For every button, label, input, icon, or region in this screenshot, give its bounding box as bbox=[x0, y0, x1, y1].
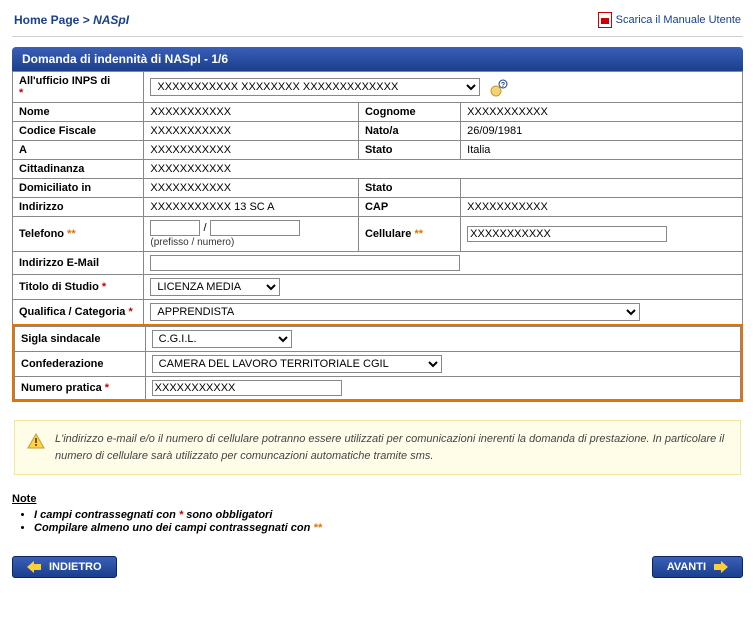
label-email: Indirizzo E-Mail bbox=[13, 252, 144, 275]
label-ufficio: All'ufficio INPS di* bbox=[13, 72, 144, 103]
breadcrumb: Home Page > NASpI bbox=[14, 13, 129, 27]
required-orange-mark: ** bbox=[67, 228, 76, 240]
help-icon[interactable]: ? bbox=[489, 77, 509, 97]
label-cellulare: Cellulare ** bbox=[358, 217, 460, 252]
manual-link-label: Scarica il Manuale Utente bbox=[616, 14, 741, 26]
label-cittadinanza: Cittadinanza bbox=[13, 160, 144, 179]
required-mark: * bbox=[128, 306, 132, 318]
value-indirizzo: XXXXXXXXXXX 13 SC A bbox=[144, 198, 359, 217]
info-box: L'indirizzo e-mail e/o il numero di cell… bbox=[14, 420, 741, 475]
confederazione-select[interactable]: CAMERA DEL LAVORO TERRITORIALE CGIL bbox=[152, 355, 442, 373]
value-cognome: XXXXXXXXXXX bbox=[461, 103, 743, 122]
required-orange-mark: ** bbox=[414, 228, 423, 240]
label-titolo-text: Titolo di Studio bbox=[19, 281, 99, 293]
label-domicilio: Domiciliato in bbox=[13, 179, 144, 198]
value-cap: XXXXXXXXXXX bbox=[461, 198, 743, 217]
value-stato: Italia bbox=[461, 141, 743, 160]
label-cognome: Cognome bbox=[358, 103, 460, 122]
required-mark: * bbox=[102, 281, 106, 293]
tel-number-input[interactable] bbox=[210, 220, 300, 236]
sigla-select[interactable]: C.G.I.L. bbox=[152, 330, 292, 348]
highlight-region: Sigla sindacale C.G.I.L. Confederazione … bbox=[12, 324, 743, 402]
note-1-post: sono obbligatori bbox=[183, 509, 272, 521]
form-table: All'ufficio INPS di* XXXXXXXXXXX XXXXXXX… bbox=[12, 71, 743, 325]
label-a: A bbox=[13, 141, 144, 160]
value-stato2 bbox=[461, 179, 743, 198]
manual-link[interactable]: Scarica il Manuale Utente bbox=[598, 12, 741, 28]
panel-title: Domanda di indennità di NASpI - 1/6 bbox=[12, 47, 743, 71]
value-domicilio: XXXXXXXXXXX bbox=[144, 179, 359, 198]
label-cellulare-text: Cellulare bbox=[365, 228, 411, 240]
qualifica-select[interactable]: APPRENDISTA bbox=[150, 303, 640, 321]
label-numero-pratica: Numero pratica * bbox=[15, 377, 146, 400]
label-nato: Nato/a bbox=[358, 122, 460, 141]
value-nome: XXXXXXXXXXX bbox=[144, 103, 359, 122]
required-mark: * bbox=[19, 87, 23, 99]
breadcrumb-home[interactable]: Home Page bbox=[14, 13, 79, 27]
back-button[interactable]: INDIETRO bbox=[12, 556, 117, 578]
required-orange-mark: ** bbox=[313, 522, 322, 534]
label-numero-pratica-text: Numero pratica bbox=[21, 382, 102, 394]
label-confederazione: Confederazione bbox=[15, 352, 146, 377]
pdf-icon bbox=[598, 12, 612, 28]
warning-icon bbox=[27, 433, 45, 449]
titolo-select[interactable]: LICENZA MEDIA bbox=[150, 278, 280, 296]
label-titolo: Titolo di Studio * bbox=[13, 275, 144, 300]
ufficio-select[interactable]: XXXXXXXXXXX XXXXXXXX XXXXXXXXXXXXX bbox=[150, 78, 480, 96]
label-sigla: Sigla sindacale bbox=[15, 327, 146, 352]
info-text: L'indirizzo e-mail e/o il numero di cell… bbox=[55, 433, 724, 462]
back-button-label: INDIETRO bbox=[49, 561, 102, 573]
note-1-pre: I campi contrassegnati con bbox=[34, 509, 179, 521]
email-input[interactable] bbox=[150, 255, 460, 271]
note-section: Note I campi contrassegnati con * sono o… bbox=[12, 493, 743, 534]
label-telefono: Telefono ** bbox=[13, 217, 144, 252]
value-cittadinanza: XXXXXXXXXXX bbox=[144, 160, 743, 179]
value-a: XXXXXXXXXXX bbox=[144, 141, 359, 160]
label-stato: Stato bbox=[358, 141, 460, 160]
value-codfisc: XXXXXXXXXXX bbox=[144, 122, 359, 141]
tel-hint: (prefisso / numero) bbox=[150, 237, 234, 248]
label-telefono-text: Telefono bbox=[19, 228, 64, 240]
value-nato: 26/09/1981 bbox=[461, 122, 743, 141]
arrow-left-icon bbox=[27, 561, 41, 573]
next-button-label: AVANTI bbox=[667, 561, 706, 573]
label-qualifica: Qualifica / Categoria * bbox=[13, 300, 144, 325]
svg-text:?: ? bbox=[501, 82, 505, 89]
required-mark: * bbox=[105, 382, 109, 394]
label-codfisc: Codice Fiscale bbox=[13, 122, 144, 141]
note-title: Note bbox=[12, 493, 36, 505]
label-indirizzo: Indirizzo bbox=[13, 198, 144, 217]
breadcrumb-current: NASpI bbox=[93, 13, 129, 27]
note-2-pre: Compilare almeno uno dei campi contrasse… bbox=[34, 522, 313, 534]
label-qualifica-text: Qualifica / Categoria bbox=[19, 306, 125, 318]
cellulare-input[interactable] bbox=[467, 226, 667, 242]
label-ufficio-text: All'ufficio INPS di bbox=[19, 75, 110, 87]
button-row: INDIETRO AVANTI bbox=[12, 556, 743, 578]
label-cap: CAP bbox=[358, 198, 460, 217]
label-stato2: Stato bbox=[358, 179, 460, 198]
label-nome: Nome bbox=[13, 103, 144, 122]
numero-pratica-input[interactable] bbox=[152, 380, 342, 396]
breadcrumb-sep: > bbox=[83, 13, 90, 27]
note-item-2: Compilare almeno uno dei campi contrasse… bbox=[34, 522, 743, 534]
tel-prefix-input[interactable] bbox=[150, 220, 200, 236]
note-item-1: I campi contrassegnati con * sono obblig… bbox=[34, 509, 743, 521]
top-bar: Home Page > NASpI Scarica il Manuale Ute… bbox=[12, 8, 743, 37]
arrow-right-icon bbox=[714, 561, 728, 573]
next-button[interactable]: AVANTI bbox=[652, 556, 743, 578]
